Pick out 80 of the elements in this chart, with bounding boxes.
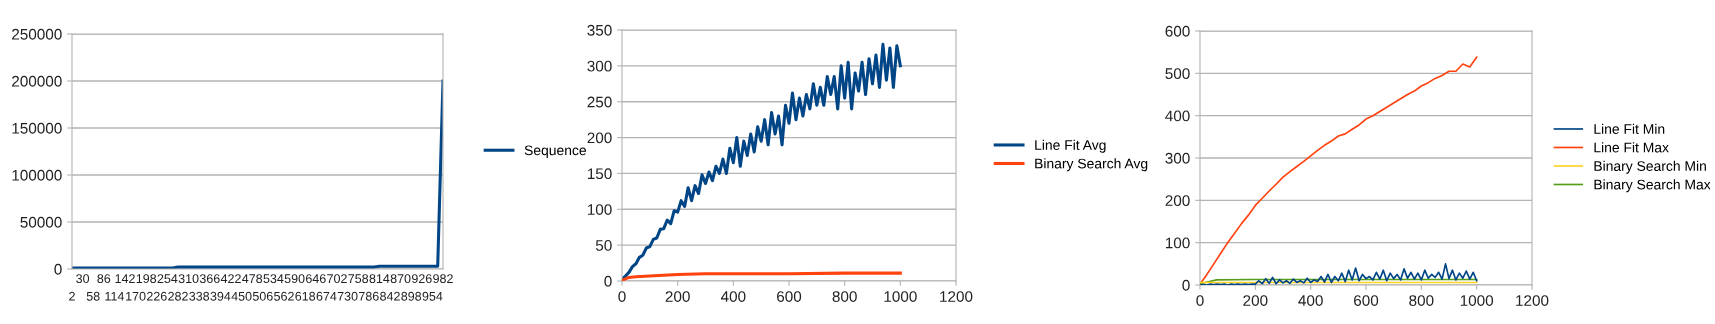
x-tick-label: 1200 xyxy=(1516,295,1549,306)
x-tick-label: 86 xyxy=(97,274,111,284)
line-series xyxy=(1200,56,1478,285)
x-tick-label: 254 xyxy=(157,274,178,284)
x-tick-label: 226 xyxy=(147,291,167,301)
x-tick-label: 600 xyxy=(777,291,802,302)
legend-label: Sequence xyxy=(524,145,587,158)
y-tick-label: 100 xyxy=(587,204,612,215)
x-tick-label: 310 xyxy=(178,274,199,284)
x-tick-label: 730 xyxy=(337,291,358,301)
x-tick-label: 870 xyxy=(390,274,411,284)
y-tick-label: 400 xyxy=(1165,110,1190,122)
x-tick-label: 1000 xyxy=(1460,295,1494,306)
x-tick-label: 200 xyxy=(665,291,690,302)
x-tick-label: 200 xyxy=(1243,295,1268,306)
y-tick-label: 150000 xyxy=(12,122,62,134)
y-tick-label: 250000 xyxy=(12,28,62,40)
x-tick-label: 600 xyxy=(1354,295,1379,306)
x-tick-label: 282 xyxy=(168,291,188,301)
x-tick-label: 198 xyxy=(136,274,157,284)
legend-label: Line Fit Max xyxy=(1594,142,1669,153)
x-tick-label: 646 xyxy=(306,274,326,284)
x-tick-label: 702 xyxy=(327,274,347,284)
x-tick-label: 758 xyxy=(348,274,369,284)
x-tick-label: 422 xyxy=(220,274,241,283)
legend-label: Binary Search Max xyxy=(1594,179,1711,193)
legend-label: Binary Search Min xyxy=(1594,160,1706,174)
line-series xyxy=(622,271,902,281)
x-tick-label: 814 xyxy=(369,274,390,284)
y-tick-label: 50 xyxy=(595,240,612,251)
x-tick-label: 1000 xyxy=(884,291,917,302)
x-tick-label: 142 xyxy=(115,274,135,283)
x-tick-label: 842 xyxy=(380,291,400,301)
y-tick-label: 600 xyxy=(1165,25,1190,37)
y-tick-label: 100 xyxy=(1165,237,1190,249)
x-tick-label: 674 xyxy=(316,291,337,301)
x-tick-label: 534 xyxy=(263,274,284,284)
x-tick-label: 366 xyxy=(199,274,220,284)
y-tick-label: 200 xyxy=(587,132,612,144)
line-series xyxy=(622,42,902,281)
line-series xyxy=(1200,262,1478,285)
x-tick-label: 478 xyxy=(242,274,263,284)
x-tick-label: 954 xyxy=(422,291,443,301)
x-tick-label: 786 xyxy=(359,291,379,301)
legend-label: Line Fit Avg xyxy=(1035,139,1106,153)
y-tick-label: 300 xyxy=(587,60,612,72)
x-tick-label: 562 xyxy=(274,291,294,301)
y-tick-label: 50000 xyxy=(20,216,62,228)
x-tick-label: 898 xyxy=(401,291,422,301)
y-tick-label: 0 xyxy=(54,263,62,275)
y-tick-label: 200000 xyxy=(12,75,62,87)
legend-label: Line Fit Min xyxy=(1594,123,1665,134)
x-tick-label: 170 xyxy=(126,291,146,301)
y-tick-label: 250 xyxy=(587,96,612,108)
y-tick-label: 350 xyxy=(587,24,612,36)
x-tick-label: 0 xyxy=(618,291,626,302)
x-tick-label: 450 xyxy=(231,291,252,301)
x-tick-label: 926 xyxy=(411,274,432,284)
x-tick-label: 338 xyxy=(189,291,210,301)
y-tick-label: 500 xyxy=(1165,68,1190,80)
legend-label: Binary Search Avg xyxy=(1035,158,1148,172)
x-tick-label: 30 xyxy=(76,274,90,284)
y-tick-label: 200 xyxy=(1165,195,1190,207)
x-tick-label: 618 xyxy=(295,291,316,301)
x-tick-label: 1200 xyxy=(940,291,973,302)
x-tick-label: 400 xyxy=(720,291,746,302)
x-tick-label: 800 xyxy=(832,291,857,302)
x-tick-label: 114 xyxy=(105,291,124,301)
x-tick-label: 982 xyxy=(433,274,453,284)
x-tick-label: 506 xyxy=(252,291,273,301)
y-tick-label: 150 xyxy=(587,168,612,180)
y-tick-label: 300 xyxy=(1165,152,1190,164)
x-tick-label: 58 xyxy=(86,291,100,301)
y-tick-label: 100000 xyxy=(12,169,62,181)
x-tick-label: 0 xyxy=(1196,295,1204,306)
x-tick-label: 2 xyxy=(69,291,75,301)
x-tick-label: 590 xyxy=(284,274,305,284)
x-tick-label: 400 xyxy=(1298,295,1323,306)
x-tick-label: 394 xyxy=(210,291,231,301)
x-tick-label: 800 xyxy=(1409,295,1434,306)
